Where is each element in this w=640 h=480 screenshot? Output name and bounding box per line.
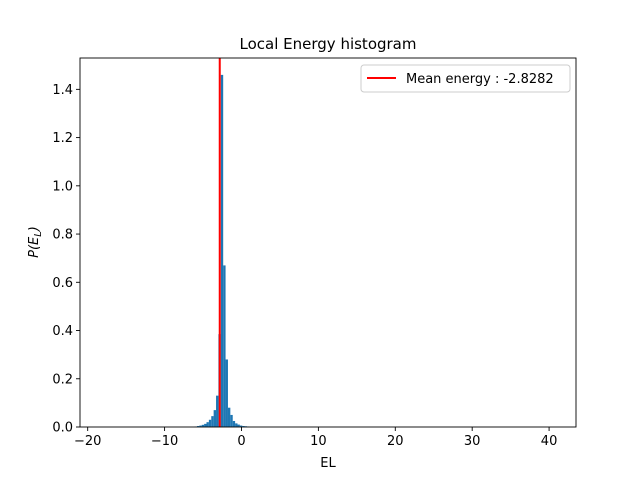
histogram-bar-19 [239,425,243,427]
y-tick-label: 0.8 [52,228,73,243]
x-tick-label: −20 [74,434,101,449]
x-tick-label: 20 [387,434,404,449]
histogram-bar-7 [211,416,214,427]
x-axis-ticks: −20 −10 0 10 20 30 40 [74,427,557,449]
plot-area [80,58,576,427]
y-tick-label: 1.2 [52,131,73,146]
histogram-bar-17 [235,423,238,427]
y-tick-label: 0.0 [52,421,73,436]
y-axis-label: P(EL) [27,226,44,258]
histogram-bar-4 [204,423,207,427]
x-tick-label: 10 [310,434,327,449]
y-tick-label: 0.2 [52,372,73,387]
histogram-bar-5 [206,422,209,427]
histogram-bar-1 [196,426,200,427]
histogram-bar-13 [225,359,228,427]
histogram-bar-20 [242,426,245,427]
y-tick-label: 1.4 [52,83,73,98]
histogram-bar-8 [213,410,217,427]
histogram-bar-9 [216,395,219,427]
histogram-bar-11 [220,74,224,427]
legend-box [360,64,571,93]
legend-label: Mean energy : -2.8282 [406,72,554,87]
y-axis-ticks: 0.0 0.2 0.4 0.6 0.8 1.0 1.2 1.4 [52,83,80,436]
legend: Mean energy : -2.8282 [360,64,571,93]
histogram-bar-14 [227,407,231,427]
histogram-bar-16 [232,420,236,427]
histogram-bar-15 [230,414,233,427]
y-tick-label: 1.0 [52,179,73,194]
x-tick-label: 40 [541,434,558,449]
histogram-bar-6 [208,419,212,427]
y-tick-label: 0.6 [52,276,73,291]
x-tick-label: −10 [151,434,178,449]
histogram-bar-3 [201,424,205,427]
chart-title: Local Energy histogram [240,35,417,53]
y-tick-label: 0.4 [52,324,73,339]
axes-frame [79,57,577,428]
x-tick-label: 30 [464,434,481,449]
histogram-bar-18 [237,424,240,427]
x-tick-label: 0 [237,434,245,449]
histogram-bar-12 [223,265,226,427]
x-axis-label: EL [320,456,336,471]
histogram-bar-2 [199,425,202,427]
